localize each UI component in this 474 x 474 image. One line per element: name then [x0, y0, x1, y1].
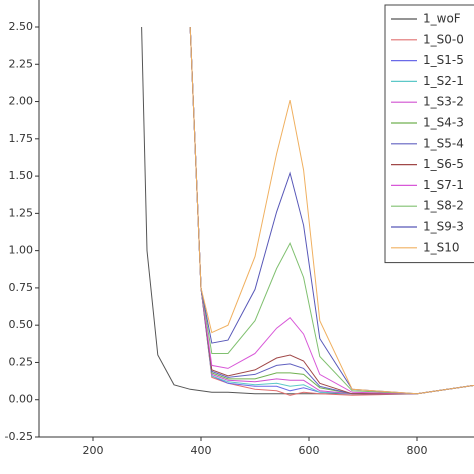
- y-tick-label: 0.50: [9, 318, 34, 331]
- legend-label: 1_S1-5: [423, 53, 464, 67]
- y-tick-label: 1.75: [9, 132, 34, 145]
- y-tick-label: 1.50: [9, 169, 34, 182]
- series-line: [189, 26, 474, 396]
- series-line: [189, 26, 474, 395]
- legend-box: [384, 4, 474, 264]
- y-tick-label: 0.25: [9, 355, 34, 368]
- plot-area: [141, 26, 474, 396]
- legend: 1_woF 1_S0-0 1_S1-5 1_S2-1 1_S3-2 1_S4-3 1_S5-…: [384, 4, 474, 264]
- y-tick-label: 1.00: [9, 244, 34, 257]
- y-tick-label: 2.25: [9, 57, 34, 70]
- legend-label: 1_S10: [423, 240, 460, 254]
- legend-label: 1_S8-2: [423, 199, 464, 213]
- y-tick-label: 1.25: [9, 206, 34, 219]
- x-tick-label: 200: [83, 444, 104, 457]
- series-line: [189, 26, 474, 395]
- series-line: [189, 26, 474, 395]
- series-line: [189, 26, 474, 395]
- y-tick-label: 0.00: [9, 393, 34, 406]
- y-tick-label: 2.00: [9, 95, 34, 108]
- series-line: [189, 26, 474, 395]
- legend-label: 1_S3-2: [423, 95, 464, 109]
- y-tick-label: 0.75: [9, 281, 34, 294]
- y-tick-label: 2.50: [9, 20, 34, 33]
- legend-label: 1_S5-4: [423, 136, 464, 150]
- series-line: [189, 26, 474, 395]
- series-line: [189, 26, 474, 395]
- series-line: [189, 26, 474, 395]
- legend-label: 1_S4-3: [423, 116, 464, 130]
- axes: -0.25 0.00 0.25 0.50 0.75 1.00 1.25 1.50 1.75 2.0…: [5, 0, 474, 457]
- legend-label: 1_S9-3: [423, 220, 464, 234]
- legend-label: 1_S6-5: [423, 157, 464, 171]
- series-line: [189, 26, 474, 395]
- legend-label: 1_S7-1: [423, 178, 464, 192]
- series-line: [141, 26, 474, 395]
- series-line: [189, 26, 474, 395]
- x-tick-label: 800: [407, 444, 428, 457]
- y-tick-label: -0.25: [5, 430, 33, 443]
- legend-label: 1_S0-0: [423, 32, 464, 46]
- x-tick-label: 600: [299, 444, 320, 457]
- legend-label: 1_S2-1: [423, 74, 464, 88]
- x-tick-label: 400: [191, 444, 212, 457]
- legend-label: 1_woF: [423, 12, 461, 26]
